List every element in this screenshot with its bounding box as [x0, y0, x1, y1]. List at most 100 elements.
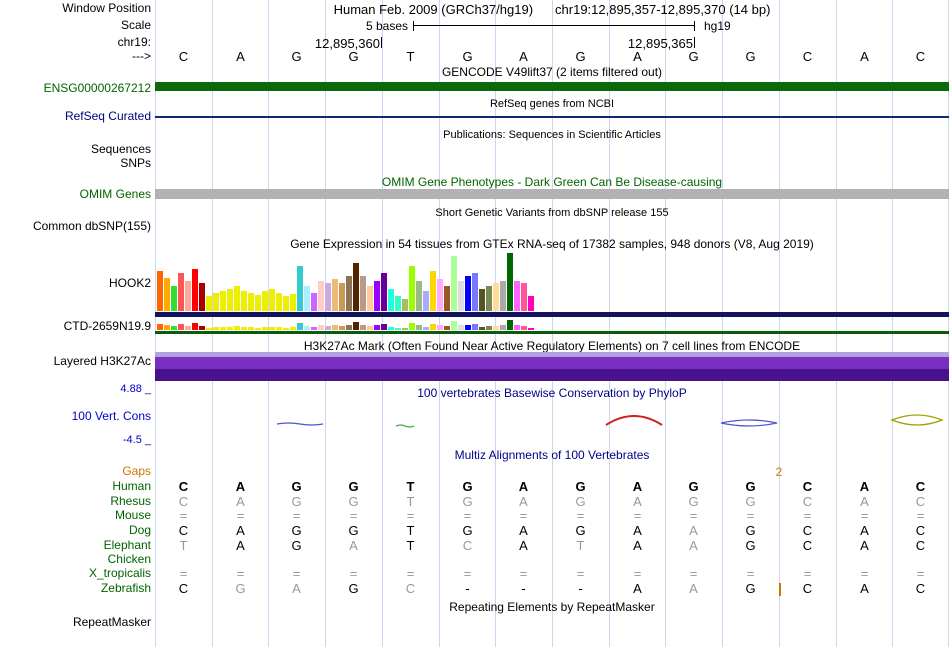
gtex-hook2-bar[interactable] [486, 286, 492, 311]
gtex-hook2-bar[interactable] [500, 281, 506, 311]
gtex-ctd-bar[interactable] [283, 328, 289, 330]
gtex-ctd-bar[interactable] [430, 324, 436, 330]
alignment-base[interactable]: = [236, 508, 245, 523]
gtex-ctd-bar[interactable] [332, 325, 338, 330]
gtex-hook2-bar[interactable] [353, 263, 359, 311]
gtex-ctd-bar[interactable] [395, 328, 401, 330]
gtex-hook2-bar[interactable] [262, 291, 268, 311]
label-gencode-item[interactable]: ENSG00000267212 [43, 81, 151, 95]
alignment-base[interactable]: A [236, 523, 245, 538]
alignment-base[interactable]: G [688, 494, 699, 509]
gtex-hook2-bar[interactable] [514, 281, 520, 311]
alignment-base[interactable]: = [292, 508, 301, 523]
refseq-curated-line[interactable] [155, 116, 949, 118]
alignment-base[interactable]: T [179, 538, 188, 553]
gtex-hook2-bar[interactable] [479, 289, 485, 311]
alignment-base[interactable]: = [860, 508, 869, 523]
alignment-base[interactable]: G [462, 523, 473, 538]
gtex-ctd-bar[interactable] [465, 325, 471, 330]
alignment-base[interactable]: G [575, 479, 586, 494]
alignment-base[interactable]: A [689, 581, 698, 596]
alignment-base[interactable]: A [349, 538, 358, 553]
label-species-chicken[interactable]: Chicken [107, 552, 151, 566]
alignment-base[interactable]: A [292, 581, 301, 596]
gtex-hook2-bar[interactable] [269, 289, 275, 311]
h3k27ac-band[interactable] [155, 369, 949, 381]
label-species-rhesus[interactable]: Rhesus [110, 494, 151, 508]
gtex-ctd-bar[interactable] [227, 327, 233, 330]
gtex-ctd-bar[interactable] [458, 325, 464, 330]
gtex-ctd-bar[interactable] [423, 327, 429, 330]
alignment-base[interactable]: A [518, 479, 529, 494]
gtex-ctd-bar[interactable] [241, 327, 247, 330]
alignment-base[interactable]: A [633, 581, 642, 596]
gtex-ctd-bar[interactable] [381, 324, 387, 330]
gtex-ctd-bar[interactable] [318, 325, 324, 330]
gtex-hook2-bar[interactable] [199, 283, 205, 311]
alignment-base[interactable]: C [802, 538, 813, 553]
alignment-base[interactable]: = [916, 566, 925, 581]
alignment-base[interactable]: = [519, 566, 528, 581]
gtex-hook2-bar[interactable] [248, 293, 254, 311]
gtex-ctd-bar[interactable] [514, 325, 520, 330]
h3k27ac-band[interactable] [155, 357, 949, 369]
alignment-base[interactable]: A [236, 494, 245, 509]
alignment-base[interactable]: G [575, 523, 586, 538]
gtex-hook2-bar[interactable] [472, 273, 478, 311]
gtex-ctd-bar[interactable] [402, 328, 408, 330]
label-species-dog[interactable]: Dog [128, 523, 151, 537]
alignment-base[interactable]: A [859, 479, 870, 494]
alignment-base[interactable]: = [803, 508, 812, 523]
alignment-base[interactable]: = [179, 508, 188, 523]
alignment-base[interactable]: = [463, 508, 472, 523]
alignment-base[interactable]: - [465, 581, 470, 596]
alignment-base[interactable]: A [689, 538, 698, 553]
label-ctd-gene[interactable]: CTD-2659N19.9 [63, 319, 151, 333]
alignment-base[interactable]: T [406, 494, 415, 509]
alignment-base[interactable]: A [235, 479, 246, 494]
gtex-ctd-bar[interactable] [178, 324, 184, 330]
alignment-base[interactable]: A [860, 494, 869, 509]
gtex-ctd-bar[interactable] [339, 326, 345, 330]
gtex-hook2-bar[interactable] [374, 281, 380, 311]
alignment-base[interactable]: C [802, 581, 813, 596]
gtex-hook2-bar[interactable] [444, 286, 450, 311]
alignment-base[interactable]: - [578, 581, 583, 596]
alignment-base[interactable]: A [632, 479, 643, 494]
gtex-ctd-bar[interactable] [409, 323, 415, 330]
label-repeatmasker[interactable]: RepeatMasker [72, 615, 151, 629]
alignment-base[interactable]: C [802, 523, 813, 538]
gtex-ctd-bar[interactable] [290, 327, 296, 330]
alignment-base[interactable]: G [348, 581, 359, 596]
gtex-hook2-bar[interactable] [290, 294, 296, 311]
gtex-hook2-bar[interactable] [185, 281, 191, 311]
gtex-hook2-bar[interactable] [283, 296, 289, 311]
gtex-ctd-bar[interactable] [199, 326, 205, 330]
alignment-base[interactable]: G [745, 523, 756, 538]
gtex-ctd-bar[interactable] [157, 324, 163, 330]
label-omim-genes[interactable]: OMIM Genes [79, 187, 151, 201]
alignment-base[interactable]: C [915, 494, 926, 509]
gtex-ctd-bar[interactable] [388, 327, 394, 330]
gtex-ctd-bar[interactable] [472, 324, 478, 330]
alignment-base[interactable]: = [860, 566, 869, 581]
gtex-hook2-bar[interactable] [458, 281, 464, 311]
gtex-ctd-bar[interactable] [451, 321, 457, 330]
gtex-hook2-bar[interactable] [507, 253, 513, 311]
gtex-ctd-bar[interactable] [416, 325, 422, 330]
alignment-base[interactable]: = [349, 508, 358, 523]
gtex-ctd-bar[interactable] [528, 328, 534, 330]
gtex-hook2-bar[interactable] [346, 276, 352, 311]
gtex-ctd-bar[interactable] [507, 320, 513, 330]
label-refseq-curated[interactable]: RefSeq Curated [64, 109, 151, 123]
alignment-base[interactable]: C [405, 581, 416, 596]
alignment-base[interactable]: C [802, 479, 813, 494]
alignment-base[interactable]: = [292, 566, 301, 581]
alignment-base[interactable]: T [406, 479, 415, 494]
alignment-base[interactable]: C [802, 494, 813, 509]
label-snps[interactable]: SNPs [120, 156, 151, 170]
alignment-base[interactable]: T [406, 538, 415, 553]
gtex-hook2-bar[interactable] [164, 278, 170, 311]
alignment-base[interactable]: A [689, 523, 698, 538]
gtex-hook2-bar[interactable] [430, 271, 436, 311]
